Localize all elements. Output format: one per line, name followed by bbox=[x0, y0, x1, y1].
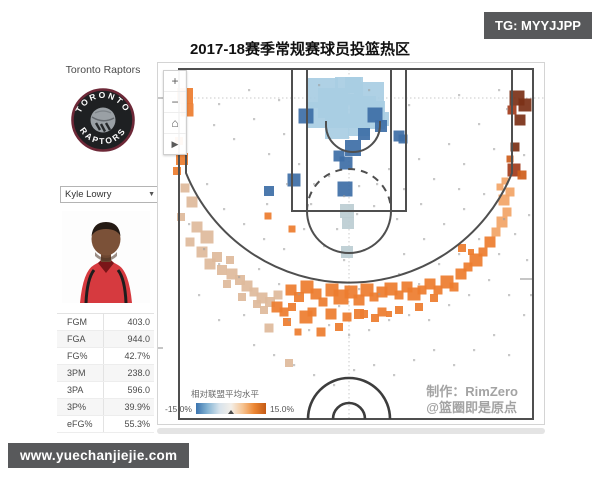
legend-max-label: 15.0% bbox=[269, 403, 295, 414]
stat-label: eFG% bbox=[67, 419, 93, 429]
player-dropdown-value: Kyle Lowry bbox=[65, 189, 112, 200]
credit-line2: @篮圈即是原点 bbox=[426, 400, 517, 415]
tg-badge: TG: MYYJJPP bbox=[484, 12, 592, 39]
zoom-out-button[interactable]: − bbox=[164, 92, 186, 113]
raptors-logo-icon: TORONTO RAPTORS bbox=[71, 88, 135, 152]
shot-chart-panel[interactable]: + − ⌂ ▶ 相对联盟平均水平 -15.0% 15.0% 制作：RimZero @篮… bbox=[157, 62, 545, 425]
stat-row: FGM 403.0 bbox=[57, 314, 154, 331]
heatmap-squares bbox=[173, 77, 532, 367]
axis-ticks bbox=[158, 97, 533, 349]
court-lines bbox=[178, 68, 534, 420]
stat-row: FGA 944.0 bbox=[57, 331, 154, 348]
player-dropdown[interactable]: Kyle Lowry ▼ bbox=[60, 186, 160, 203]
site-watermark: www.yuechanjiejie.com bbox=[8, 443, 190, 468]
stat-label: FG% bbox=[67, 351, 88, 361]
player-photo bbox=[62, 211, 150, 304]
stat-label: 3PM bbox=[67, 368, 86, 378]
stat-label: FGA bbox=[67, 334, 86, 344]
stat-value: 238.0 bbox=[103, 365, 154, 381]
shot-chart-canvas[interactable] bbox=[158, 63, 544, 424]
stat-value: 39.9% bbox=[103, 399, 154, 415]
stat-row: FG% 42.7% bbox=[57, 348, 154, 365]
legend-title: 相对联盟平均水平 bbox=[191, 389, 260, 399]
stat-row: 3PM 238.0 bbox=[57, 365, 154, 382]
team-logo: TORONTO RAPTORS bbox=[70, 87, 136, 153]
stat-row: 3PA 596.0 bbox=[57, 382, 154, 399]
stat-value: 42.7% bbox=[103, 348, 154, 364]
stat-value: 403.0 bbox=[103, 314, 154, 330]
shot-scatter-dots bbox=[188, 84, 533, 387]
team-name-label: Toronto Raptors bbox=[65, 64, 141, 76]
stat-row: eFG% 55.3% bbox=[57, 416, 154, 433]
stat-value: 55.3% bbox=[103, 416, 154, 432]
pan-button[interactable]: ▶ bbox=[171, 138, 179, 149]
home-button[interactable]: ⌂ bbox=[164, 113, 186, 134]
stat-label: FGM bbox=[67, 317, 87, 327]
chevron-down-icon: ▼ bbox=[148, 191, 155, 198]
zoom-in-button[interactable]: + bbox=[164, 71, 186, 92]
legend-gradient-bar bbox=[195, 403, 266, 414]
stat-label: 3PA bbox=[67, 385, 84, 395]
credit-line1: 制作：RimZero bbox=[426, 384, 518, 399]
stat-value: 944.0 bbox=[103, 331, 154, 347]
stat-label: 3P% bbox=[67, 402, 87, 412]
author-credit: 制作：RimZero @篮圈即是原点 bbox=[426, 384, 518, 416]
stat-value: 596.0 bbox=[103, 382, 154, 398]
page-title: 2017-18赛季常规赛球员投篮热区 bbox=[189, 41, 411, 58]
legend-marker-icon bbox=[228, 410, 235, 414]
stat-row: 3P% 39.9% bbox=[57, 399, 154, 416]
map-toolbar: + − ⌂ ▶ bbox=[163, 70, 187, 155]
player-stats-table: FGM 403.0 FGA 944.0 FG% 42.7% 3PM 238.0 3PA 596.0… bbox=[57, 313, 154, 433]
horizontal-scrollbar[interactable] bbox=[157, 428, 545, 434]
color-legend: 相对联盟平均水平 -15.0% 15.0% bbox=[165, 388, 294, 414]
legend-min-label: -15.0% bbox=[165, 403, 192, 414]
